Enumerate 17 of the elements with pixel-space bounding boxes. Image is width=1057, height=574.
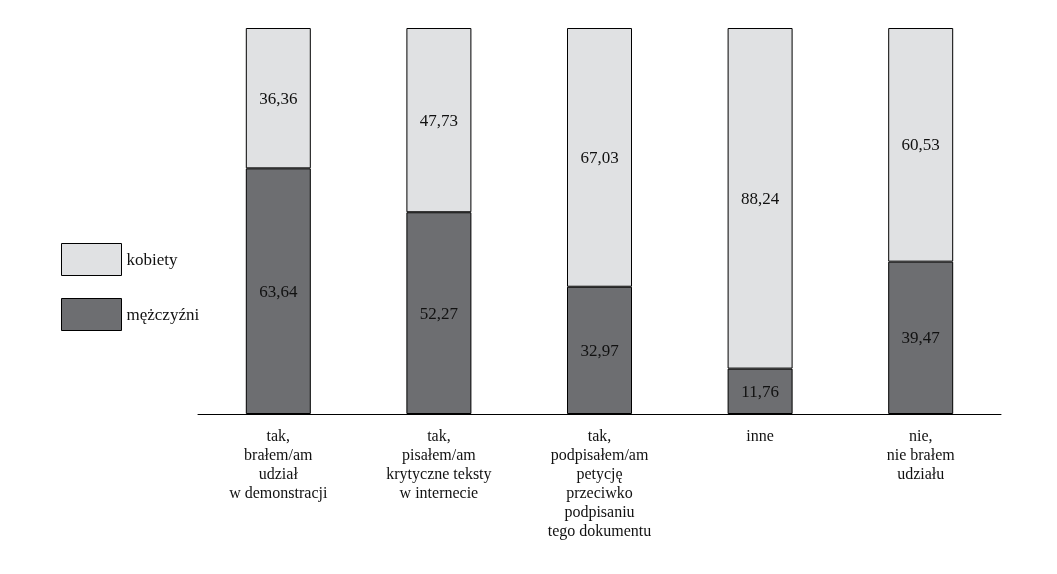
x-tick-label: inne (746, 427, 774, 444)
data-label: 67,03 (580, 147, 619, 167)
data-label: 63,64 (259, 281, 298, 301)
x-tick-label: tak, podpisałem/am petycję przeciwko podpisaniu tego dokumentu (547, 427, 652, 540)
data-label: 32,97 (580, 340, 620, 360)
data-label: 11,76 (741, 381, 779, 401)
legend-label: kobiety (126, 250, 178, 269)
x-tick-label: tak, brałem/am udział w demonstracji (229, 427, 328, 502)
legend-label: mężczyźni (126, 305, 200, 324)
x-tick-label: nie, nie brałem udziału (886, 427, 956, 482)
data-label: 88,24 (740, 188, 780, 208)
data-label: 52,27 (419, 303, 459, 323)
data-label: 60,53 (901, 135, 940, 155)
data-label: 36,36 (259, 88, 298, 108)
x-tick-label: tak, pisałem/am krytyczne teksty w internecie (386, 427, 492, 501)
data-label: 39,47 (901, 328, 941, 348)
data-label: 47,73 (419, 110, 459, 130)
